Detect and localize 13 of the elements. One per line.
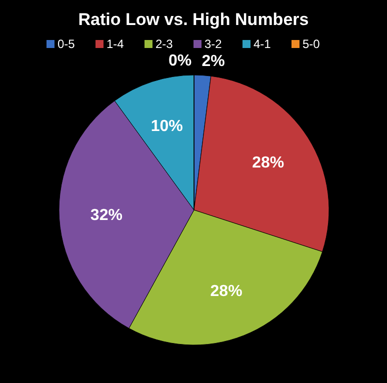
legend-label: 5-0 — [302, 37, 320, 51]
data-label: 10% — [150, 118, 183, 136]
data-label: 2% — [202, 52, 225, 70]
data-label: 28% — [252, 154, 284, 172]
chart-title: Ratio Low vs. High Numbers — [78, 10, 309, 29]
legend-label: 4-1 — [254, 37, 272, 51]
data-label: 32% — [90, 207, 122, 224]
data-label: 28% — [210, 283, 242, 300]
legend-label: 3-2 — [204, 37, 222, 51]
legend-label: 2-3 — [156, 37, 174, 51]
legend-label: 0-5 — [58, 37, 76, 51]
legend-label: 1-4 — [106, 37, 124, 51]
text: 0% — [168, 52, 192, 70]
